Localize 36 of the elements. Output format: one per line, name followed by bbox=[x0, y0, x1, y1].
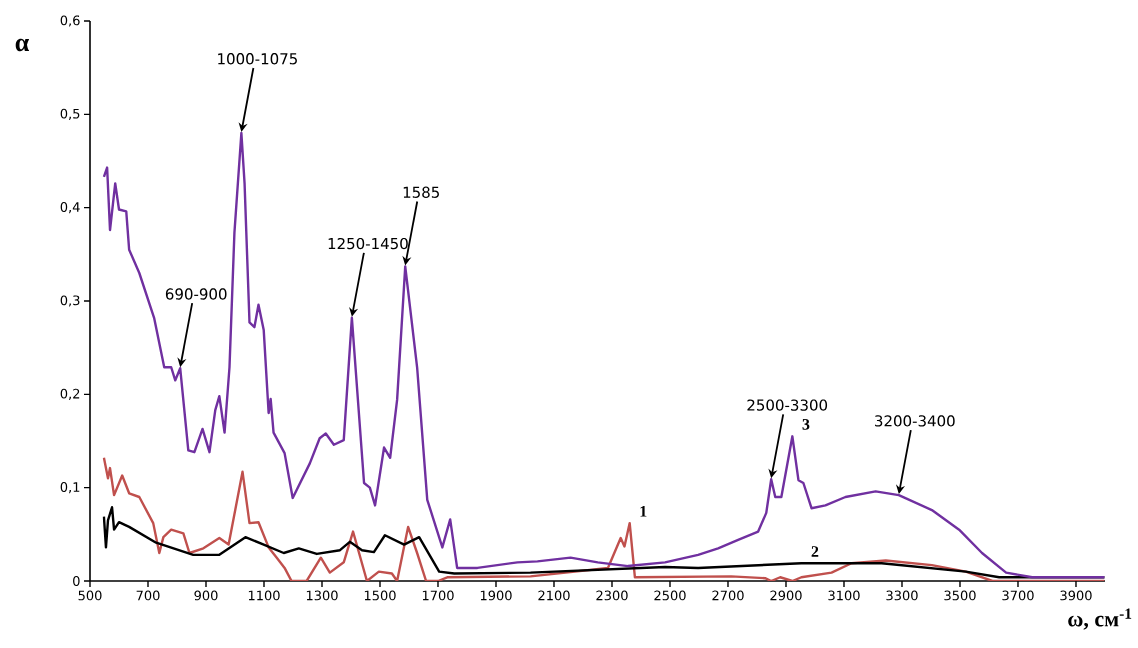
series-label: 3 bbox=[802, 419, 810, 430]
annotation: 2500-3300 bbox=[747, 399, 828, 411]
x-tick-label: 1100 bbox=[248, 590, 280, 601]
annotation: 1585 bbox=[403, 186, 439, 198]
x-tick-label: 2700 bbox=[712, 590, 744, 601]
x-tick-label: 500 bbox=[78, 590, 102, 601]
y-tick-label: 0,3 bbox=[60, 295, 80, 307]
x-tick-label: 1700 bbox=[422, 590, 454, 601]
x-tick-label: 2500 bbox=[654, 590, 686, 601]
annotation: 690-900 bbox=[165, 288, 227, 300]
x-tick-label: 700 bbox=[136, 590, 160, 601]
x-tick-label: 2300 bbox=[596, 590, 628, 601]
y-tick-label: 0,4 bbox=[60, 202, 80, 214]
x-tick-label: 1500 bbox=[364, 590, 396, 601]
y-axis-title: α bbox=[15, 38, 29, 52]
y-tick-label: 0,5 bbox=[60, 108, 80, 120]
y-tick-label: 0 bbox=[73, 576, 80, 586]
y-tick-label: 0,1 bbox=[60, 482, 80, 494]
x-tick-label: 3500 bbox=[944, 590, 976, 601]
x-tick-label: 3700 bbox=[1002, 590, 1034, 601]
series-label: 1 bbox=[640, 506, 647, 517]
x-tick-label: 1900 bbox=[480, 590, 512, 601]
x-tick-label: 2900 bbox=[770, 590, 802, 601]
x-tick-label: 2100 bbox=[538, 590, 570, 601]
annotation: 3200-3400 bbox=[875, 415, 955, 427]
annotation: 1000-1075 bbox=[218, 53, 297, 65]
series-label: 2 bbox=[811, 546, 819, 557]
x-tick-label: 3100 bbox=[828, 590, 860, 601]
x-tick-label: 3300 bbox=[886, 590, 918, 601]
x-tick-label: 3900 bbox=[1060, 590, 1092, 601]
x-tick-label: 900 bbox=[194, 590, 218, 601]
x-tick-label: 1300 bbox=[306, 590, 338, 601]
y-tick-label: 0,2 bbox=[60, 388, 80, 400]
y-tick-label: 0,6 bbox=[60, 15, 80, 27]
annotation: 1250-1450 bbox=[328, 237, 408, 250]
x-axis-title: ω, см$^{-1}$ bbox=[1068, 608, 1132, 630]
